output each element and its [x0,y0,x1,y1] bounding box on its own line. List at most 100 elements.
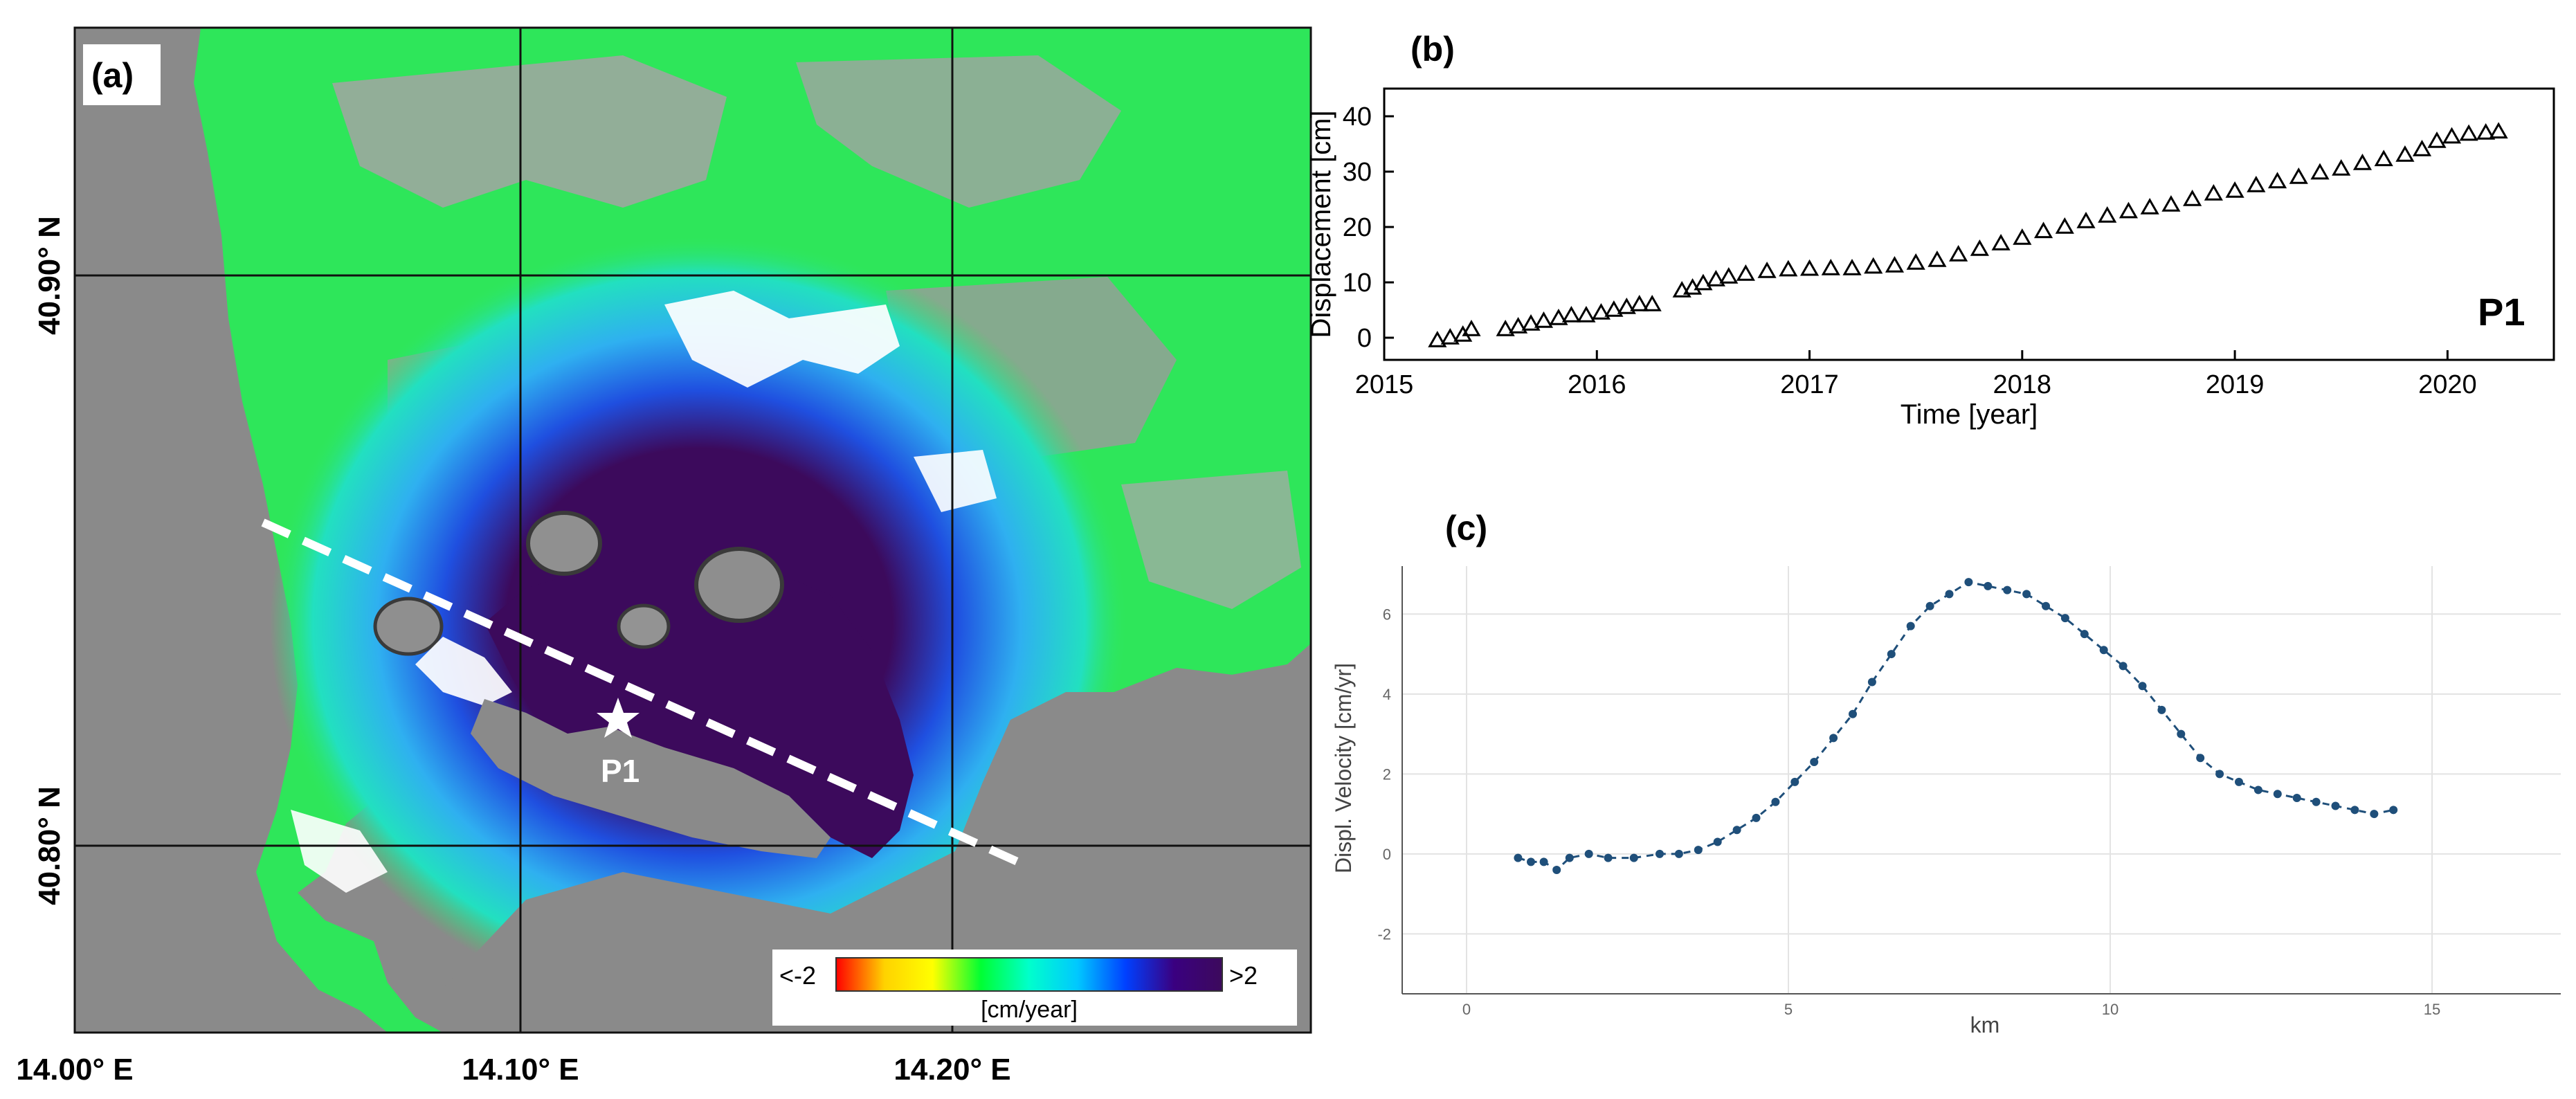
b-x-tick-label: 2016 [1568,370,1626,399]
c-data-point [1629,853,1638,862]
panel-b-xlabel: Time [year] [1901,399,2038,430]
b-data-point [2459,124,2478,141]
c-data-point [1713,837,1722,846]
gulf-sea-south [415,644,1311,1033]
p1-map-label: P1 [601,753,640,789]
c-data-point [1694,846,1703,855]
c-y-tick-label: 0 [1383,846,1391,863]
panel-b-markers [1428,122,2508,347]
b-data-point [1453,325,1473,342]
b-data-point [1842,258,1862,275]
b-data-point [2412,139,2432,156]
b-y-tick-label: 40 [1343,102,1372,131]
b-data-point [2489,122,2508,139]
b-x-tick-label: 2019 [2206,370,2265,399]
panel-c-profile: (c) 0 5 10 15 -2 0 2 4 6 km Displ. Velocity [cm/… [1331,509,2561,1037]
panel-b-ticks: 2015 2016 2017 2018 2019 2020 0 10 20 30 40 [1343,102,2477,399]
c-data-point [1887,650,1896,659]
b-data-point [2310,163,2330,180]
c-data-point [1732,826,1741,835]
b-data-point [2427,131,2447,148]
b-data-point [1885,255,1905,273]
b-data-point [1428,330,1447,347]
b-data-point [2395,145,2415,162]
c-data-point [2292,793,2301,802]
b-data-point [2476,122,2496,140]
b-x-tick-label: 2015 [1355,370,1414,399]
c-data-point [1565,853,1574,862]
b-data-point [1604,300,1624,317]
c-data-point [1945,590,1954,599]
b-data-point [2033,221,2053,239]
c-y-tick-label: 2 [1383,765,1391,783]
b-data-point [2289,167,2308,184]
b-y-tick-label: 0 [1357,324,1372,353]
lat-label-40.90: 40.90° N [33,216,66,335]
c-data-point [2177,729,2186,738]
colorbar-gradient [835,957,1223,992]
b-y-tick-label: 30 [1343,158,1372,187]
panel-c-tag: (c) [1445,509,1487,547]
no-data-area [291,810,388,893]
panel-a-map: P1 (a) <-2 >2 [cm/year] 40.90° N 40.80° … [16,26,1312,1087]
panel-c-grid [1402,566,2561,994]
b-y-tick-label: 20 [1343,213,1372,242]
b-data-point [2267,172,2287,189]
b-data-point [1577,305,1596,323]
c-data-point [1604,853,1613,862]
panel-b-title-p1: P1 [2478,290,2525,334]
c-x-tick-label: 10 [2102,1001,2119,1018]
b-data-point [1561,305,1581,323]
b-data-point [1496,319,1515,336]
b-data-point [2225,181,2244,198]
c-data-point [2157,705,2166,714]
c-data-point [2099,646,2108,655]
map-layers [194,28,1311,1033]
c-data-point [2253,785,2262,794]
panel-c-ylabel: Displ. Velocity [cm/yr] [1331,663,1356,873]
profile-line [261,518,1019,866]
c-data-point [1552,865,1561,874]
b-data-point [2247,175,2266,192]
c-data-point [1984,581,1993,590]
c-data-point [1584,849,1593,858]
c-y-tick-label: -2 [1377,925,1391,943]
b-data-point [1521,314,1541,331]
b-data-point [2076,211,2096,228]
c-x-tick-label: 15 [2424,1001,2440,1018]
c-data-point [1925,601,1934,610]
relief-patch [1121,471,1301,609]
colorbar-max-label: >2 [1229,961,1258,990]
c-data-point [1656,849,1664,858]
c-data-point [2022,590,2031,599]
c-data-point [2138,682,2147,691]
b-y-tick-label: 10 [1343,269,1372,298]
lon-label-14.00: 14.00° E [16,1053,133,1087]
c-data-point [2312,797,2321,806]
b-data-point [2374,149,2393,167]
b-data-point [2119,201,2139,219]
b-data-point [2161,194,2181,212]
b-data-point [1672,280,1691,298]
b-data-point [1736,264,1755,281]
b-data-point [1799,259,1820,276]
b-data-point [2332,158,2351,176]
panel-a-tag: (a) [91,56,134,95]
c-data-point [1527,857,1535,866]
panel-a-tag-box [83,44,161,105]
panel-b-tag: (b) [1411,30,1455,69]
panel-c-xlabel: km [1970,1012,2000,1037]
b-data-point [2352,153,2373,170]
c-data-point [2060,614,2069,623]
c-data-point [1674,849,1683,858]
b-data-point [2442,127,2462,144]
relief-patch [796,55,1121,208]
colorbar-unit-label: [cm/year] [981,997,1078,1023]
c-data-point [2273,790,2282,799]
colorbar-min-label: <-2 [779,961,816,990]
panel-b-plot-frame [1383,87,2555,361]
c-data-point [1752,813,1761,822]
b-data-point [2183,189,2202,206]
b-data-point [1970,239,1989,256]
map-frame [73,26,1312,1034]
